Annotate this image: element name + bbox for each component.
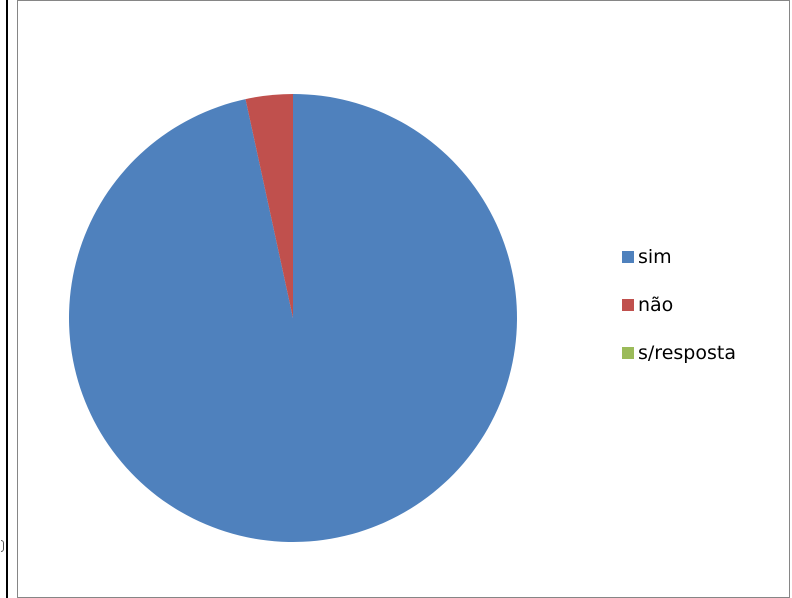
legend-swatch-nao (622, 299, 634, 311)
legend-swatch-sim (622, 251, 634, 263)
page-left-rule (6, 0, 8, 598)
legend-swatch-s-resposta (622, 347, 634, 359)
legend-item-sim: sim (622, 243, 782, 271)
pie-slice-sim (69, 94, 517, 542)
pie-slice-nao (245, 94, 293, 318)
legend-label-sim: sim (638, 246, 672, 268)
legend-label-nao: não (638, 294, 674, 316)
pie-chart (69, 94, 517, 542)
page-left-mark (1, 540, 4, 552)
chart-area: sim não s/resposta (17, 0, 790, 598)
legend-label-s-resposta: s/resposta (638, 342, 736, 364)
chart-legend: sim não s/resposta (622, 243, 782, 387)
legend-item-s-resposta: s/resposta (622, 339, 782, 367)
legend-item-nao: não (622, 291, 782, 319)
